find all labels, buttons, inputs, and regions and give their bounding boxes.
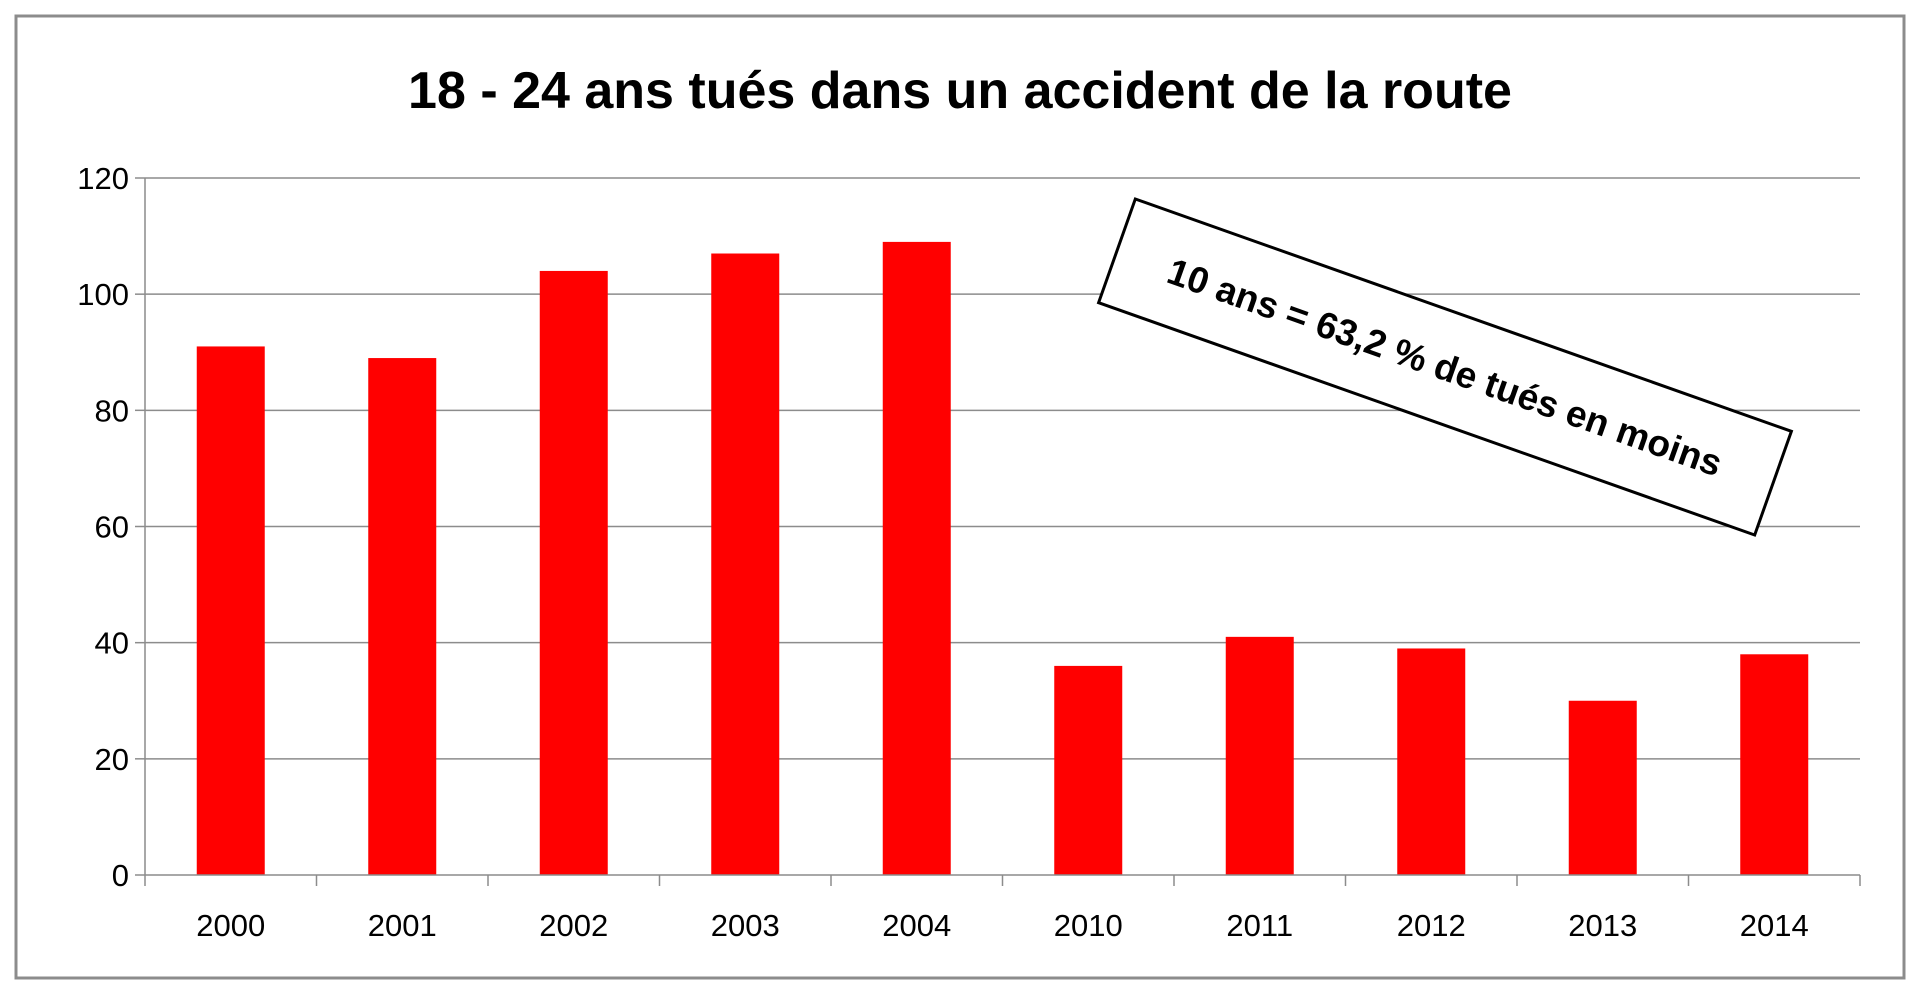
bar-2014 [1740, 654, 1809, 875]
bar-2002 [539, 270, 608, 875]
x-tick-label: 2012 [1397, 908, 1466, 943]
chart-title: 18 - 24 ans tués dans un accident de la … [408, 62, 1512, 120]
x-tick-label: 2000 [196, 908, 265, 943]
x-axis-tick-labels: 2000 2001 2002 2003 2004 2010 2011 2012 2013 2014 [196, 908, 1808, 943]
x-tick-label: 2010 [1054, 908, 1123, 943]
x-tick-label: 2003 [711, 908, 780, 943]
x-tick-label: 2001 [368, 908, 437, 943]
y-tick-label: 60 [95, 510, 129, 545]
x-tick-label: 2014 [1740, 908, 1809, 943]
y-axis-tick-labels: 0 20 40 60 80 100 120 [77, 161, 129, 893]
bar-2010 [1054, 665, 1123, 875]
y-tick-label: 80 [95, 393, 129, 428]
bar-2013 [1568, 700, 1637, 875]
bar-2011 [1225, 636, 1294, 875]
bar-2012 [1397, 648, 1466, 875]
x-tick-label: 2013 [1568, 908, 1637, 943]
y-tick-label: 120 [77, 161, 129, 196]
x-tick-label: 2011 [1226, 908, 1293, 943]
y-tick-label: 40 [95, 626, 129, 661]
axes [144, 178, 1861, 886]
bar-2003 [711, 253, 780, 876]
x-tick-label: 2004 [882, 908, 951, 943]
annotation-border [1096, 197, 1794, 537]
bar-2000 [196, 346, 265, 876]
x-tick-label: 2002 [539, 908, 608, 943]
bar-2001 [368, 358, 437, 875]
y-tick-label: 20 [95, 742, 129, 777]
y-tick-label: 100 [77, 277, 129, 312]
y-tick-label: 0 [112, 858, 129, 893]
bar-2004 [882, 241, 951, 875]
bars [196, 241, 1809, 876]
